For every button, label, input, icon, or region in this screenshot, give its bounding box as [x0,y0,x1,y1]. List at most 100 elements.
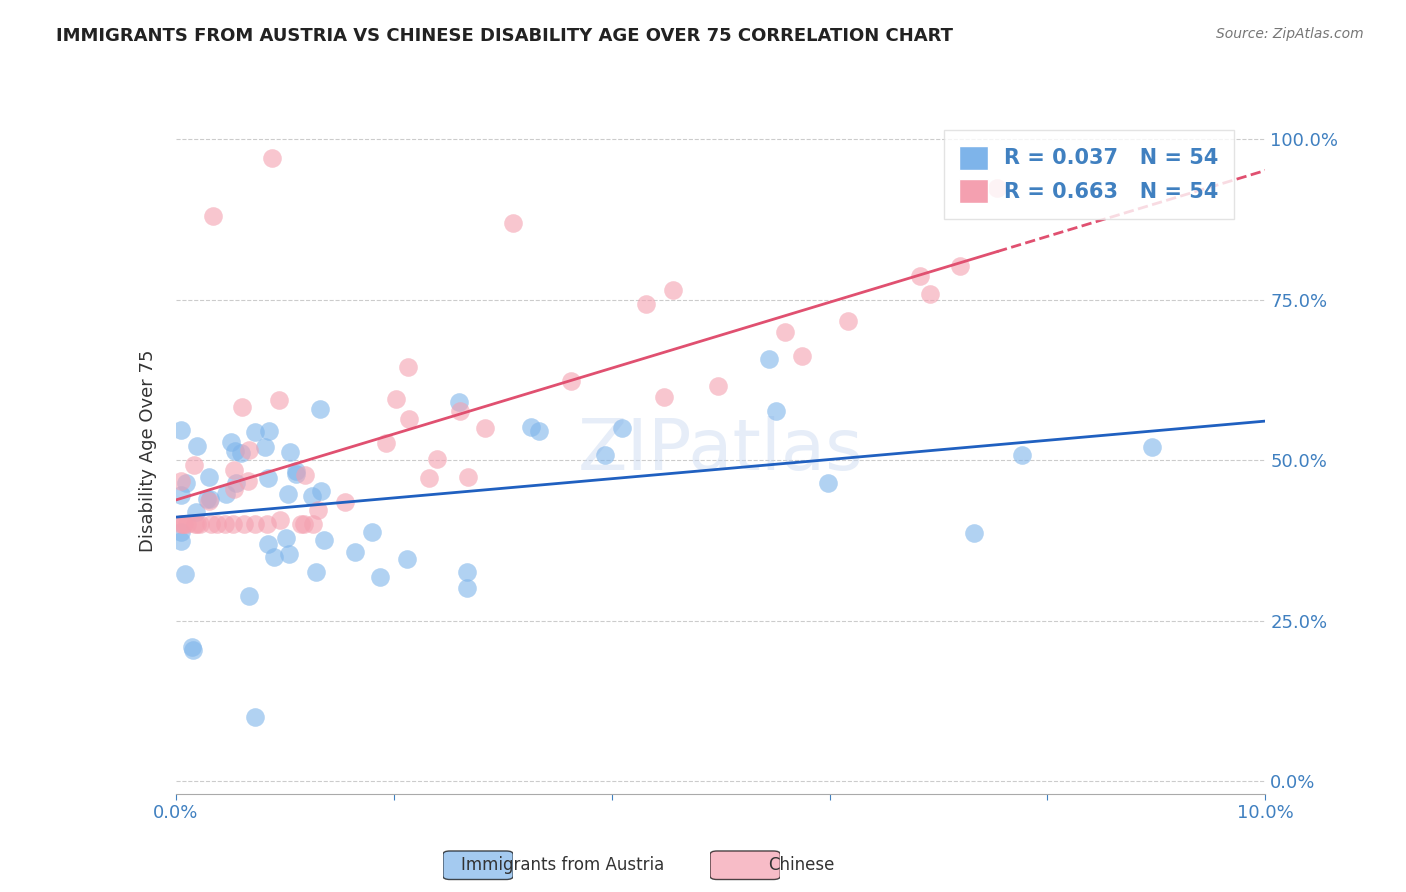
Text: Chinese: Chinese [768,856,835,874]
Point [449,395,471,409]
Point [758,352,780,367]
Point [593,448,616,462]
Point [173,517,195,532]
Point [307,503,329,517]
Point [344,544,367,558]
Point [225,475,247,490]
Point [238,443,260,458]
Point [636,297,658,311]
FancyBboxPatch shape [710,851,780,880]
Point [267,393,290,408]
Point [184,505,207,519]
Point [817,475,839,490]
Point [243,425,266,440]
Point [1011,448,1033,462]
Point [368,570,391,584]
Y-axis label: Disability Age Over 75: Disability Age Over 75 [139,349,157,552]
Point [257,537,280,551]
Point [183,458,205,472]
Point [257,425,280,439]
Point [920,287,942,301]
Point [278,547,301,561]
Point [301,489,323,503]
Point [195,492,218,507]
Point [254,441,277,455]
Point [269,513,291,527]
Point [335,495,357,509]
Point [654,390,676,404]
Point [263,550,285,565]
Point [520,420,543,434]
Point [986,181,1008,195]
Point [170,517,193,532]
Point [662,283,685,297]
Point [202,209,225,223]
Point [174,476,197,491]
Point [707,379,730,393]
Point [229,446,252,460]
Point [274,531,297,545]
Point [309,401,332,416]
Point [170,424,193,438]
Point [231,400,253,414]
Text: Source: ZipAtlas.com: Source: ZipAtlas.com [1216,27,1364,41]
Point [1140,440,1163,454]
Point [232,517,254,532]
Point [186,517,208,532]
Point [170,488,193,502]
Point [396,359,419,374]
Point [176,517,198,532]
Text: IMMIGRANTS FROM AUSTRIA VS CHINESE DISABILITY AGE OVER 75 CORRELATION CHART: IMMIGRANTS FROM AUSTRIA VS CHINESE DISAB… [56,27,953,45]
Point [456,566,478,580]
Point [238,589,260,603]
Text: Immigrants from Austria: Immigrants from Austria [461,856,664,874]
Point [170,534,193,549]
Point [294,467,316,482]
Point [560,374,582,388]
Point [962,525,984,540]
Point [309,483,332,498]
Point [170,475,193,489]
Point [790,350,813,364]
Point [181,640,204,654]
Point [198,493,221,508]
Point [374,436,396,450]
Point [183,643,205,657]
Point [215,487,238,501]
Point [214,517,236,532]
Point [170,524,193,539]
Point [198,491,221,506]
Point [502,216,524,230]
Point [243,517,266,532]
Point [184,517,207,532]
Point [257,470,280,484]
Point [449,404,471,418]
Point [361,524,384,539]
Point [186,439,208,453]
Point [284,467,307,481]
Point [200,517,222,532]
Point [910,268,932,283]
Point [949,259,972,273]
Point [396,552,419,566]
Point [292,517,315,532]
Point [305,566,328,580]
Point [222,463,245,477]
Point [426,451,449,466]
Point [456,581,478,595]
Point [205,517,228,532]
Point [219,435,242,450]
Point [260,152,283,166]
Point [610,420,633,434]
Point [398,412,420,426]
Point [290,517,312,532]
Point [224,443,246,458]
Text: ZIPatlas: ZIPatlas [578,416,863,485]
Point [314,533,336,548]
Point [172,517,194,532]
Point [474,421,496,435]
Point [385,392,408,406]
Point [224,482,246,496]
Point [527,424,550,438]
Point [773,325,796,339]
